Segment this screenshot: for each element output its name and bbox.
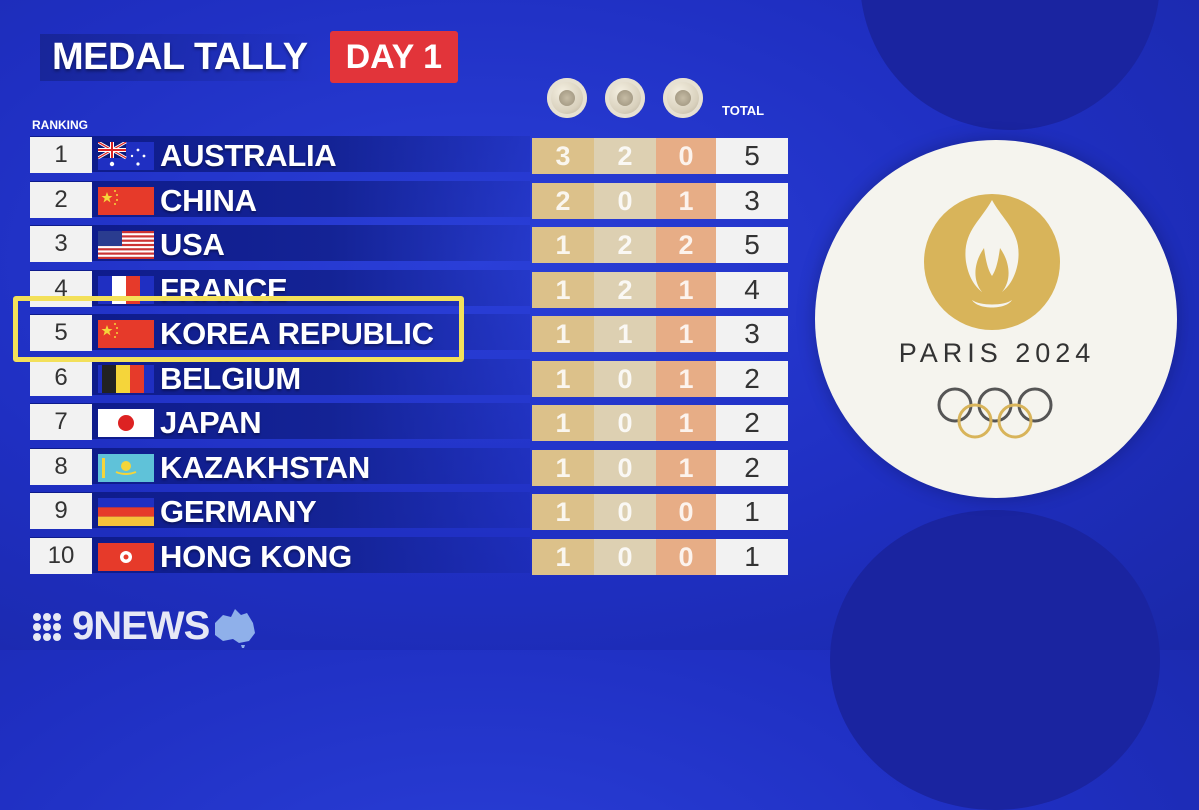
total-count: 3 (716, 182, 788, 219)
bronze-count: 1 (656, 449, 716, 486)
total-count: 5 (716, 138, 788, 174)
bronze-count: 0 (656, 538, 716, 575)
background-circle-bottom (830, 510, 1160, 810)
silver-count: 2 (594, 138, 656, 174)
rank-cell: 7 (30, 404, 92, 440)
country-name: GERMANY (160, 494, 317, 529)
gold-count: 2 (532, 182, 594, 219)
olympic-rings-icon (937, 387, 1053, 439)
country-name: CHINA (160, 182, 257, 218)
hong-kong-flag-icon (98, 542, 154, 571)
china-flag-icon (98, 320, 154, 348)
rank-cell: 8 (30, 448, 92, 485)
day-badge: DAY 1 (329, 31, 458, 83)
news-logo: 9NEWS (32, 604, 259, 649)
gold-count: 1 (532, 494, 594, 530)
gold-medal-icon (547, 78, 587, 118)
australia-map-icon (215, 608, 256, 648)
gold-count: 3 (532, 138, 594, 174)
gold-count: 1 (532, 538, 594, 575)
country-name: HONG KONG (160, 538, 352, 574)
table-row: 3 USA 1 2 2 5 (0, 223, 800, 263)
bronze-count: 1 (656, 360, 716, 397)
bronze-count: 2 (656, 227, 716, 263)
bronze-count: 0 (656, 138, 716, 174)
silver-count: 1 (594, 316, 656, 352)
rank-cell: 9 (30, 493, 92, 529)
country-name: USA (160, 227, 225, 262)
usa-flag-icon (98, 231, 154, 259)
total-count: 5 (716, 227, 788, 263)
total-count: 1 (716, 494, 788, 530)
total-count: 2 (716, 449, 788, 486)
background-circle-top (860, 0, 1160, 130)
gold-count: 1 (532, 271, 594, 308)
bronze-count: 1 (656, 316, 716, 352)
table-row: 9 GERMANY 1 0 0 1 (0, 490, 800, 530)
country-name: JAPAN (160, 405, 262, 440)
silver-count: 0 (594, 360, 656, 397)
country-name: KOREA REPUBLIC (160, 316, 434, 351)
silver-count: 0 (594, 182, 656, 219)
bronze-count: 1 (656, 271, 716, 308)
country-name: BELGIUM (160, 360, 301, 396)
total-count: 3 (716, 316, 788, 352)
germany-flag-icon (98, 498, 154, 526)
paris-2024-text: PARIS 2024 (898, 338, 1096, 368)
silver-count: 0 (594, 538, 656, 575)
kazakhstan-flag-icon (98, 453, 154, 482)
japan-flag-icon (98, 409, 154, 437)
silver-count: 2 (594, 227, 656, 263)
rank-cell: 2 (30, 181, 92, 218)
belgium-flag-icon (98, 364, 154, 393)
bronze-count: 0 (656, 494, 716, 530)
silver-count: 2 (594, 271, 656, 308)
total-column-label: TOTAL (722, 103, 765, 118)
silver-count: 0 (594, 494, 656, 530)
highlight-frame (13, 296, 464, 362)
rank-cell: 10 (30, 537, 92, 574)
rank-cell: 1 (30, 137, 92, 173)
bronze-count: 1 (656, 182, 716, 219)
rank-cell: 3 (30, 226, 92, 262)
silver-medal-icon (605, 78, 645, 118)
china-flag-icon (98, 186, 154, 215)
page-title: MEDAL TALLY (40, 33, 320, 81)
header: MEDAL TALLY DAY 1 (40, 30, 458, 84)
flame-logo-icon (924, 194, 1060, 330)
gold-count: 1 (532, 360, 594, 397)
table-row: 10 HONG KONG 1 0 0 1 (0, 535, 800, 575)
total-count: 1 (716, 538, 788, 575)
total-count: 2 (716, 405, 788, 441)
table-row: 5 KOREA REPUBLIC 1 1 1 3 (0, 312, 800, 352)
table-row: 2 CHINA 2 0 1 3 (0, 179, 800, 219)
news-logo-text: 9NEWS (72, 604, 210, 648)
bronze-count: 1 (656, 405, 716, 441)
table-row: 8 KAZAKHSTAN 1 0 1 2 (0, 446, 800, 486)
gold-count: 1 (532, 405, 594, 441)
bronze-medal-icon (663, 78, 703, 118)
table-row: 1 AUSTRALIA 3 2 0 5 (0, 134, 800, 174)
rank-cell: 6 (30, 359, 92, 396)
silver-count: 0 (594, 405, 656, 441)
country-name: KAZAKHSTAN (160, 449, 370, 485)
silver-count: 0 (594, 449, 656, 486)
australia-flag-icon (98, 142, 154, 170)
total-count: 2 (716, 360, 788, 397)
ranking-column-label: RANKING (32, 118, 88, 132)
gold-count: 1 (532, 449, 594, 486)
gold-count: 1 (532, 316, 594, 352)
rank-cell: 5 (30, 315, 92, 351)
total-count: 4 (716, 271, 788, 308)
table-row: 7 JAPAN 1 0 1 2 (0, 401, 800, 441)
table-row: 6 BELGIUM 1 0 1 2 (0, 357, 800, 397)
dots-logo-icon (33, 612, 61, 641)
gold-count: 1 (532, 227, 594, 263)
country-name: AUSTRALIA (160, 138, 337, 173)
